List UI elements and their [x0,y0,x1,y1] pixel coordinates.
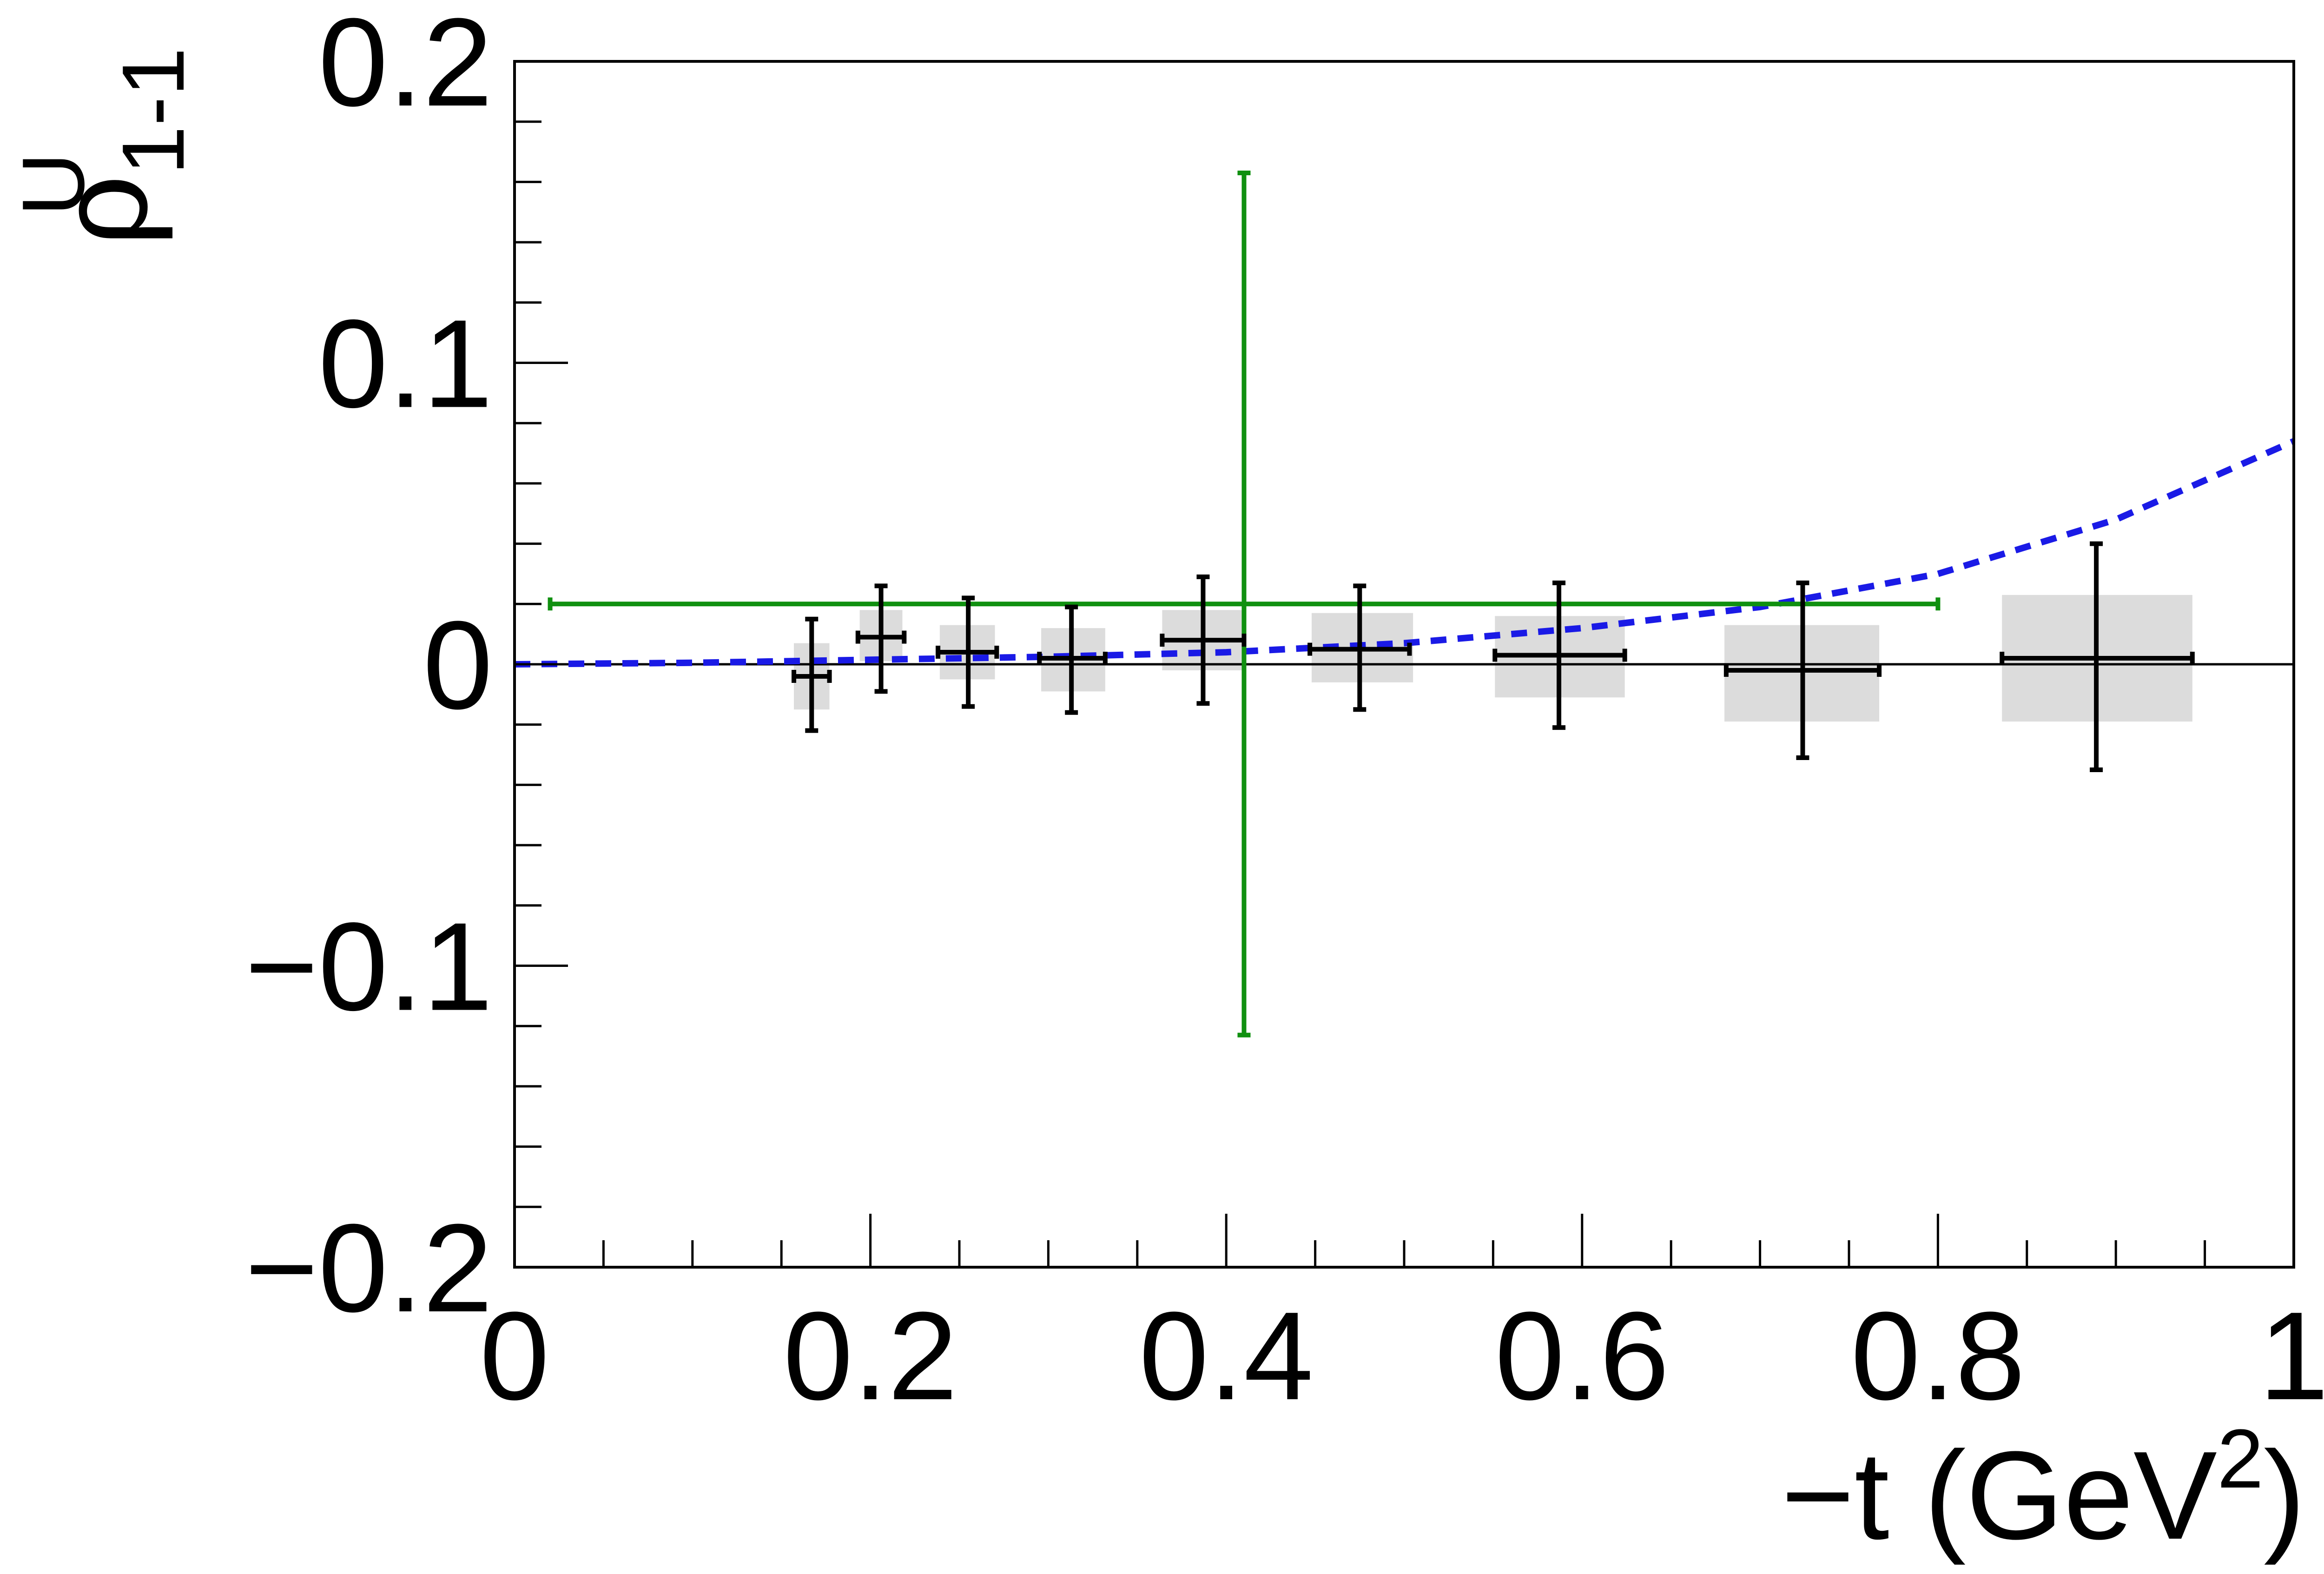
y-tick-label: 0.2 [318,0,493,132]
y-axis-title-sub: 1-1 [104,47,203,175]
data-point [791,616,832,733]
y-tick-labels: 0.2 0.1 0 −0.1 −0.2 [245,0,493,1338]
axis-ticks [513,60,2295,1269]
green-data-point [548,170,1941,1038]
data-point [1037,604,1108,715]
data-point [2000,541,2195,772]
x-tick-label: 0.6 [1495,1286,1669,1426]
y-axis-title-sup: U [4,152,103,216]
data-point [1723,580,1882,761]
x-axis-title: −t (GeV2) [1781,1412,2305,1566]
data-point [936,595,999,709]
data-point [1160,574,1247,706]
y-tick-label: −0.2 [245,1198,493,1338]
y-tick-label: 0 [423,595,493,735]
y-axis-title: ρ1-1 U [4,47,203,246]
black-data-points [791,541,2195,772]
x-tick-label: 0.8 [1851,1286,2025,1426]
svg-text:ρ1-1: ρ1-1 [33,47,203,246]
x-tick-label: 0 [480,1286,549,1426]
y-tick-label: −0.1 [245,897,493,1037]
x-tick-labels: 0 0.2 0.4 0.6 0.8 1 [480,1286,2324,1426]
data-point [1492,580,1627,730]
x-axis-title-main: −t (GeV [1781,1426,2218,1566]
x-axis-title-close: ) [2264,1426,2305,1566]
data-point [1307,583,1412,712]
x-tick-label: 0.4 [1139,1286,1314,1426]
data-point [855,583,907,694]
y-tick-label: 0.1 [318,294,493,434]
x-axis-title-sup: 2 [2217,1412,2264,1506]
y-axis-title-main: ρ [33,175,174,246]
x-tick-label: 1 [2259,1286,2324,1426]
x-tick-label: 0.2 [783,1286,957,1426]
green-point [548,170,1941,1038]
